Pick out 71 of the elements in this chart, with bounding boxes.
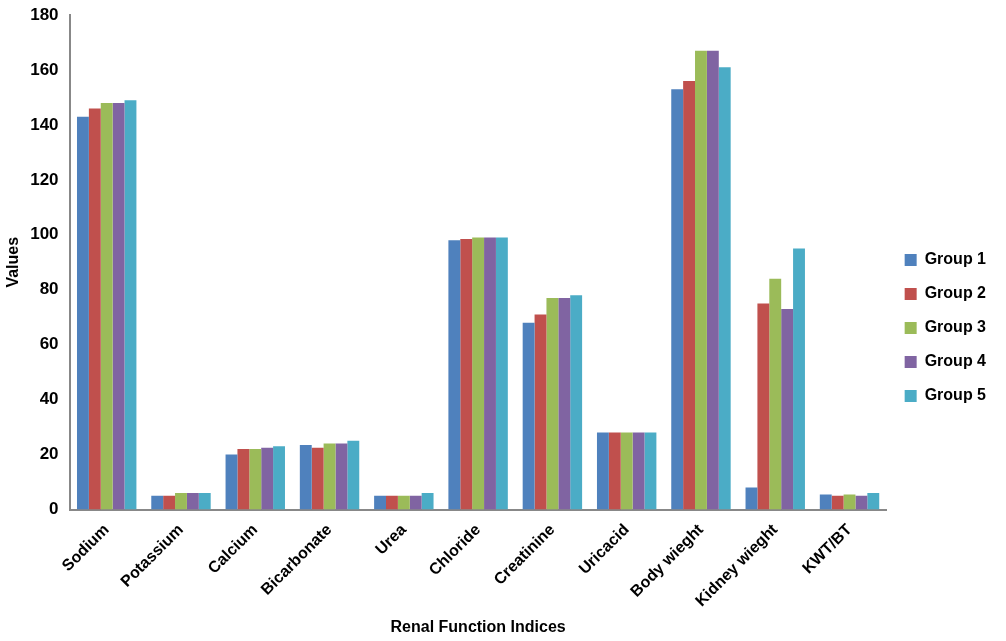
bar — [608, 432, 621, 510]
bar — [76, 116, 89, 510]
bar — [695, 50, 707, 510]
bar — [495, 237, 508, 510]
y-tick-label: 160 — [30, 59, 59, 79]
bar — [855, 495, 868, 510]
bar — [546, 297, 559, 510]
legend-label: Group 1 — [924, 250, 987, 268]
bar — [225, 454, 238, 510]
bar — [186, 493, 199, 510]
y-tick-label: 80 — [39, 279, 59, 299]
bar — [671, 89, 684, 510]
legend-label: Group 3 — [924, 318, 987, 336]
bar — [460, 238, 473, 510]
y-tick-label: 180 — [30, 4, 59, 24]
bar — [374, 495, 386, 510]
bar — [484, 237, 496, 510]
bar — [448, 240, 461, 510]
bar — [249, 449, 262, 510]
bar — [644, 432, 657, 510]
x-axis-title: Renal Function Indices — [390, 617, 566, 635]
y-tick-label: 60 — [39, 334, 59, 354]
bar — [683, 80, 696, 510]
y-axis-title: Values — [4, 236, 22, 288]
bar — [620, 432, 633, 510]
bar — [198, 493, 211, 510]
bar — [151, 495, 164, 510]
legend-label: Group 2 — [924, 284, 987, 302]
bar — [112, 102, 125, 510]
bar — [718, 67, 731, 510]
bar — [793, 248, 805, 510]
legend-label: Group 4 — [924, 352, 987, 370]
bar — [347, 440, 360, 510]
y-tick-label: 20 — [39, 444, 59, 464]
bar — [175, 493, 187, 510]
bar — [843, 494, 856, 510]
bar — [299, 444, 312, 510]
bar — [273, 446, 285, 510]
y-tick-label: 140 — [30, 114, 59, 134]
bar — [124, 100, 137, 510]
bar — [831, 495, 844, 510]
bar — [335, 443, 348, 510]
bar — [534, 314, 547, 510]
bar — [311, 447, 324, 510]
bar — [88, 108, 101, 510]
bar — [706, 50, 719, 510]
bar — [163, 495, 176, 510]
bar — [100, 102, 113, 510]
bar — [769, 278, 782, 510]
y-tick-label: 120 — [30, 169, 59, 189]
y-tick-label: 0 — [49, 499, 59, 519]
bar — [472, 237, 485, 510]
bar — [421, 493, 434, 510]
legend-label: Group 5 — [924, 386, 987, 404]
bar — [237, 449, 250, 510]
bar — [397, 495, 410, 510]
bar — [867, 493, 880, 510]
y-tick-label: 40 — [39, 389, 59, 409]
bar — [819, 494, 832, 510]
bar — [596, 432, 609, 510]
bar — [632, 432, 645, 510]
bar — [558, 297, 571, 510]
bar — [570, 295, 583, 510]
bar — [757, 303, 770, 510]
bar — [409, 495, 422, 510]
bar — [781, 308, 794, 510]
bar — [323, 443, 336, 510]
bar — [386, 495, 398, 510]
y-tick-label: 100 — [30, 224, 59, 244]
bar — [261, 447, 274, 510]
bar — [522, 322, 535, 510]
